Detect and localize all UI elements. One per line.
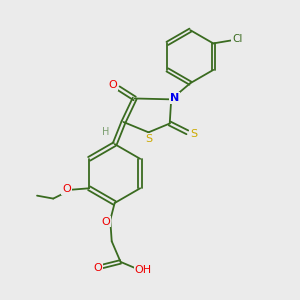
Text: O: O [101,217,110,226]
Text: H: H [102,127,109,137]
Text: N: N [169,93,179,103]
Text: Cl: Cl [232,34,243,44]
Text: O: O [93,263,102,273]
Text: OH: OH [135,265,152,275]
Text: O: O [109,80,118,90]
Text: S: S [145,134,152,144]
Text: O: O [62,184,71,194]
Text: S: S [190,129,197,139]
